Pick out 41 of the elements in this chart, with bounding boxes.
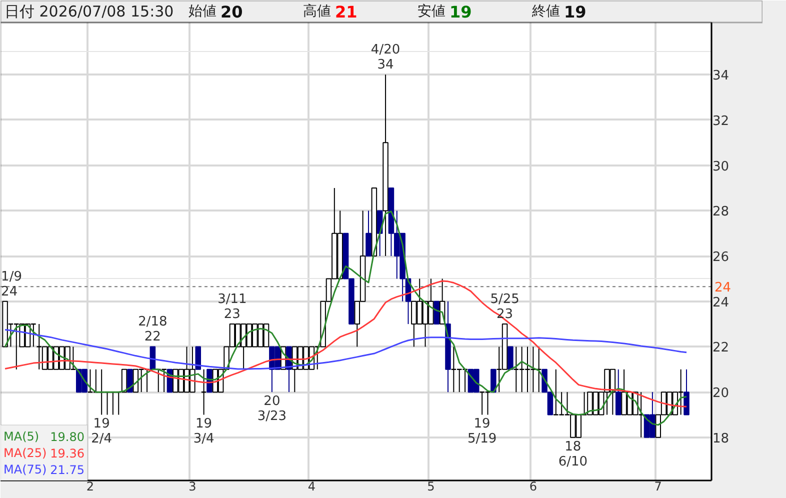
annotation: 19 2/4 bbox=[91, 416, 112, 447]
annotation: 20 3/23 bbox=[257, 394, 287, 424]
x-tick-label: 2 bbox=[86, 480, 94, 494]
text: MA(25) bbox=[4, 446, 47, 460]
text: MA(75) bbox=[4, 462, 47, 476]
chart-title: 日付 2026/07/08 15:30 bbox=[4, 2, 174, 20]
candlestick bbox=[615, 368, 622, 416]
text: 始値 20 bbox=[188, 2, 243, 22]
x-tick-label: 5 bbox=[427, 480, 435, 494]
text: 安値 19 bbox=[418, 2, 472, 22]
annotation: 4/20 34 bbox=[370, 42, 400, 73]
annotation: 3/11 23 bbox=[218, 292, 247, 322]
x-tick-label: 3 bbox=[188, 480, 196, 494]
y-tick-label: 34 bbox=[712, 68, 730, 84]
x-tick-label: 6 bbox=[529, 480, 538, 494]
y-tick-label: 22 bbox=[712, 340, 730, 356]
y-tick-label: 18 bbox=[712, 431, 730, 446]
line-series bbox=[4, 328, 688, 370]
annotation: 21.75 bbox=[50, 462, 85, 477]
annotation: 18 6/10 bbox=[558, 439, 588, 470]
text: 高値 21 bbox=[303, 2, 358, 22]
annotation: 19 5/19 bbox=[467, 416, 497, 447]
y-tick-label: 32 bbox=[712, 114, 730, 129]
x-tick-label: 4 bbox=[308, 480, 316, 494]
text: MA(5) bbox=[4, 429, 40, 444]
annotation: 19.80 bbox=[50, 430, 85, 444]
x-tick-label: 7 bbox=[654, 480, 662, 494]
candlestick bbox=[684, 368, 690, 416]
annotation: 19.36 bbox=[50, 446, 85, 460]
y-tick-label: 20 bbox=[712, 386, 730, 402]
y-tick-label: 24 bbox=[712, 295, 730, 310]
annotation: 19 3/4 bbox=[193, 416, 214, 447]
annotation: 5/25 23 bbox=[490, 292, 520, 322]
candlestick bbox=[382, 74, 388, 257]
text: 終値 19 bbox=[531, 2, 586, 22]
y-tick-label: 30 bbox=[712, 159, 730, 174]
y-tick-label: 26 bbox=[712, 250, 730, 266]
annotation: 2/18 22 bbox=[138, 314, 168, 345]
annotation: 1/9 24 bbox=[1, 269, 22, 300]
y-tick-label: 28 bbox=[712, 204, 730, 220]
candlestick bbox=[366, 210, 372, 257]
